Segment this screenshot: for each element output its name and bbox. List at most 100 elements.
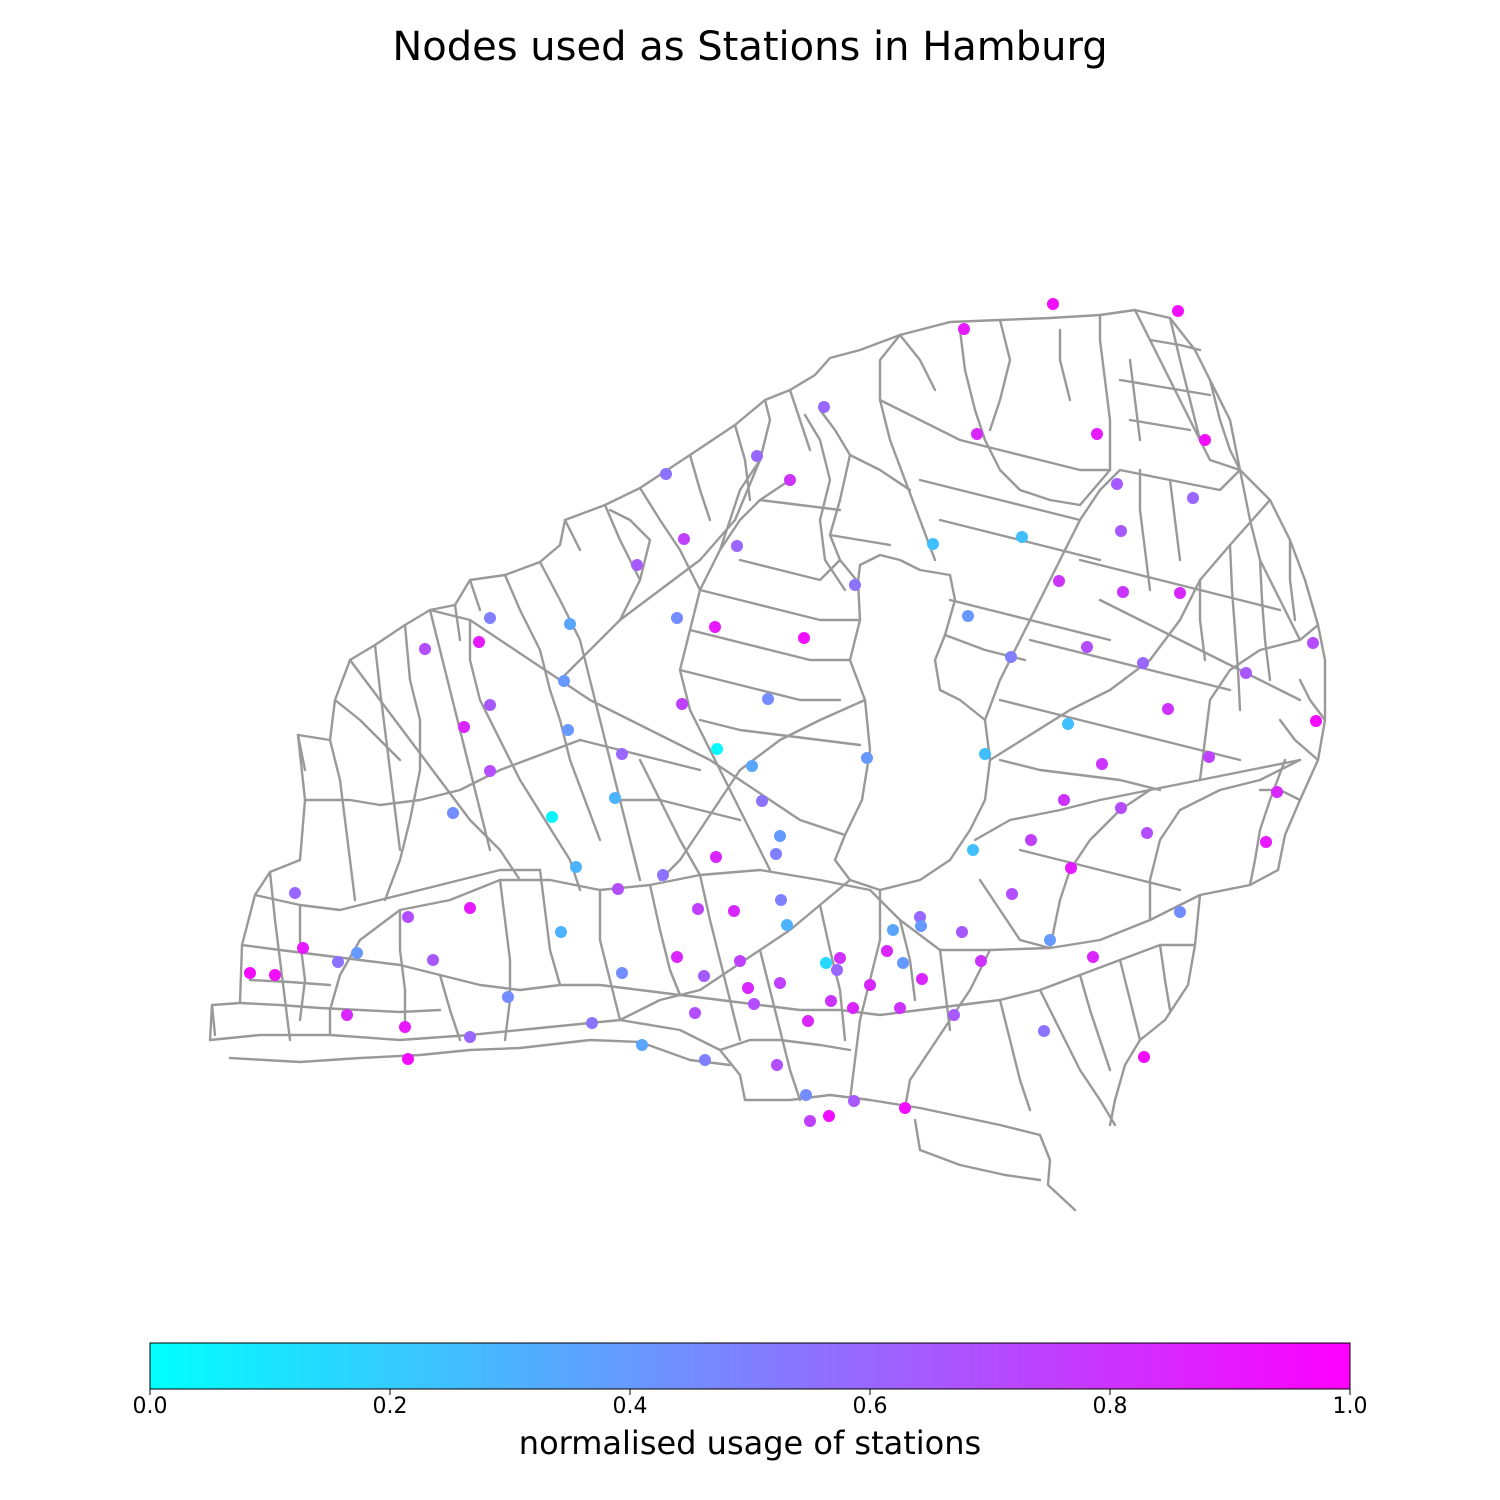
station-marker <box>473 636 485 648</box>
station-marker <box>660 468 672 480</box>
station-marker <box>774 977 786 989</box>
station-marker <box>728 905 740 917</box>
station-marker <box>671 951 683 963</box>
station-marker <box>915 920 927 932</box>
station-marker <box>864 979 876 991</box>
station-marker <box>427 954 439 966</box>
station-marker <box>484 699 496 711</box>
station-marker <box>1006 888 1018 900</box>
station-marker <box>818 401 830 413</box>
station-marker <box>484 765 496 777</box>
station-marker <box>958 323 970 335</box>
station-marker <box>657 869 669 881</box>
station-marker <box>447 807 459 819</box>
station-marker <box>1138 1051 1150 1063</box>
station-marker <box>775 894 787 906</box>
map-title: Nodes used as Stations in Hamburg <box>392 24 1108 70</box>
station-marker <box>798 632 810 644</box>
station-marker <box>979 748 991 760</box>
station-marker <box>762 693 774 705</box>
station-marker <box>562 724 574 736</box>
station-marker <box>558 675 570 687</box>
station-marker <box>784 474 796 486</box>
station-marker <box>458 721 470 733</box>
station-marker <box>1260 836 1272 848</box>
station-marker <box>1187 492 1199 504</box>
station-marker <box>746 760 758 772</box>
station-marker <box>834 952 846 964</box>
station-marker <box>689 1007 701 1019</box>
station-marker <box>616 748 628 760</box>
station-marker <box>1307 637 1319 649</box>
station-marker <box>709 621 721 633</box>
colorbar-tick-label: 0.4 <box>612 1394 648 1419</box>
station-marker <box>671 612 683 624</box>
station-marker <box>586 1017 598 1029</box>
station-marker <box>800 1089 812 1101</box>
station-marker <box>962 610 974 622</box>
station-marker <box>823 1110 835 1122</box>
station-marker <box>1115 802 1127 814</box>
station-marker <box>1087 951 1099 963</box>
station-marker <box>734 955 746 967</box>
station-marker <box>1174 906 1186 918</box>
station-marker <box>676 698 688 710</box>
station-marker <box>636 1039 648 1051</box>
station-marker <box>1005 651 1017 663</box>
station-marker <box>894 1002 906 1014</box>
station-markers <box>244 298 1322 1127</box>
station-marker <box>1271 786 1283 798</box>
station-marker <box>1091 428 1103 440</box>
station-marker <box>916 973 928 985</box>
station-marker <box>848 1095 860 1107</box>
station-marker <box>771 1059 783 1071</box>
station-marker <box>1044 934 1056 946</box>
station-marker <box>289 887 301 899</box>
station-marker <box>399 1021 411 1033</box>
street-network <box>208 308 1327 1212</box>
colorbar-label: normalised usage of stations <box>518 1424 982 1462</box>
colorbar-ticks <box>149 1389 1351 1395</box>
station-marker <box>609 792 621 804</box>
station-marker <box>914 911 926 923</box>
station-marker <box>1172 305 1184 317</box>
station-marker <box>678 533 690 545</box>
station-marker <box>1065 862 1077 874</box>
station-marker <box>847 1002 859 1014</box>
station-marker <box>1174 587 1186 599</box>
station-marker <box>825 995 837 1007</box>
colorbar-tick-label: 1.0 <box>1332 1394 1368 1419</box>
station-marker <box>244 967 256 979</box>
colorbar-tick-label: 0.6 <box>852 1394 888 1419</box>
station-marker <box>956 926 968 938</box>
station-marker <box>1016 531 1028 543</box>
station-marker <box>881 945 893 957</box>
station-marker <box>887 924 899 936</box>
station-marker <box>1117 586 1129 598</box>
colorbar-tick-label: 0.2 <box>372 1394 408 1419</box>
station-marker <box>1162 703 1174 715</box>
station-marker <box>967 844 979 856</box>
station-marker <box>1047 298 1059 310</box>
station-marker <box>831 964 843 976</box>
station-marker <box>770 848 782 860</box>
station-marker <box>751 450 763 462</box>
station-marker <box>1141 827 1153 839</box>
station-marker <box>564 618 576 630</box>
station-marker <box>1111 478 1123 490</box>
station-marker <box>484 612 496 624</box>
station-marker <box>297 942 309 954</box>
station-marker <box>464 902 476 914</box>
station-marker <box>1240 667 1252 679</box>
station-marker <box>616 967 628 979</box>
station-marker <box>1025 834 1037 846</box>
station-marker <box>1053 575 1065 587</box>
station-marker <box>948 1009 960 1021</box>
station-marker <box>1199 434 1211 446</box>
station-marker <box>897 957 909 969</box>
station-marker <box>748 998 760 1010</box>
station-marker <box>1203 751 1215 763</box>
station-marker <box>802 1015 814 1027</box>
station-marker <box>1310 715 1322 727</box>
